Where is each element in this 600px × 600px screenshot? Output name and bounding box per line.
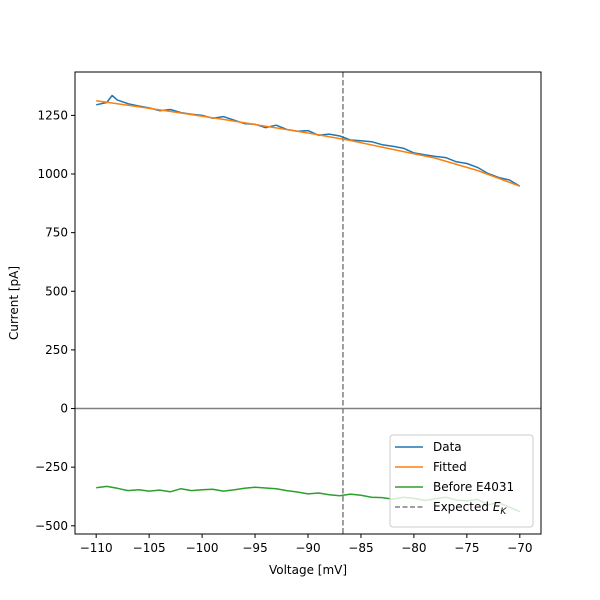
x-tick-label: −90 (295, 541, 320, 555)
y-tick-label: 250 (45, 343, 68, 357)
y-tick-label: −500 (35, 519, 68, 533)
legend: Data Fitted Before E4031 Expected EK (389, 434, 534, 528)
y-tick-label: 0 (60, 402, 68, 416)
y-axis-label: Current [pA] (7, 266, 21, 340)
x-axis-label: Voltage [mV] (269, 563, 347, 577)
legend-label: Before E4031 (433, 480, 514, 494)
x-tick-label: −110 (80, 541, 113, 555)
x-tick-label: −105 (133, 541, 166, 555)
legend-box (389, 434, 534, 528)
legend-label: Expected EK (433, 500, 507, 517)
x-tick-label: −80 (401, 541, 426, 555)
y-tick-label: 1000 (37, 167, 68, 181)
x-tick-label: −75 (454, 541, 479, 555)
plot-inner (75, 72, 541, 534)
x-tick-label: −95 (242, 541, 267, 555)
series-line-fitted (96, 100, 521, 187)
axes: −110 −105 −100 −95 −90 −85 −80 −75 −70 −500 −250 0 2… (35, 71, 542, 555)
y-tick-label: 500 (45, 284, 68, 298)
plot-area (75, 72, 541, 534)
y-tick-label: 750 (45, 226, 68, 240)
x-tick-label: −85 (348, 541, 373, 555)
x-tick-label: −100 (186, 541, 219, 555)
y-tick-label: −250 (35, 460, 68, 474)
x-tick-label: −70 (507, 541, 532, 555)
legend-label: Data (433, 440, 462, 454)
legend-label: Fitted (433, 460, 467, 474)
y-tick-label: 1250 (37, 108, 68, 122)
